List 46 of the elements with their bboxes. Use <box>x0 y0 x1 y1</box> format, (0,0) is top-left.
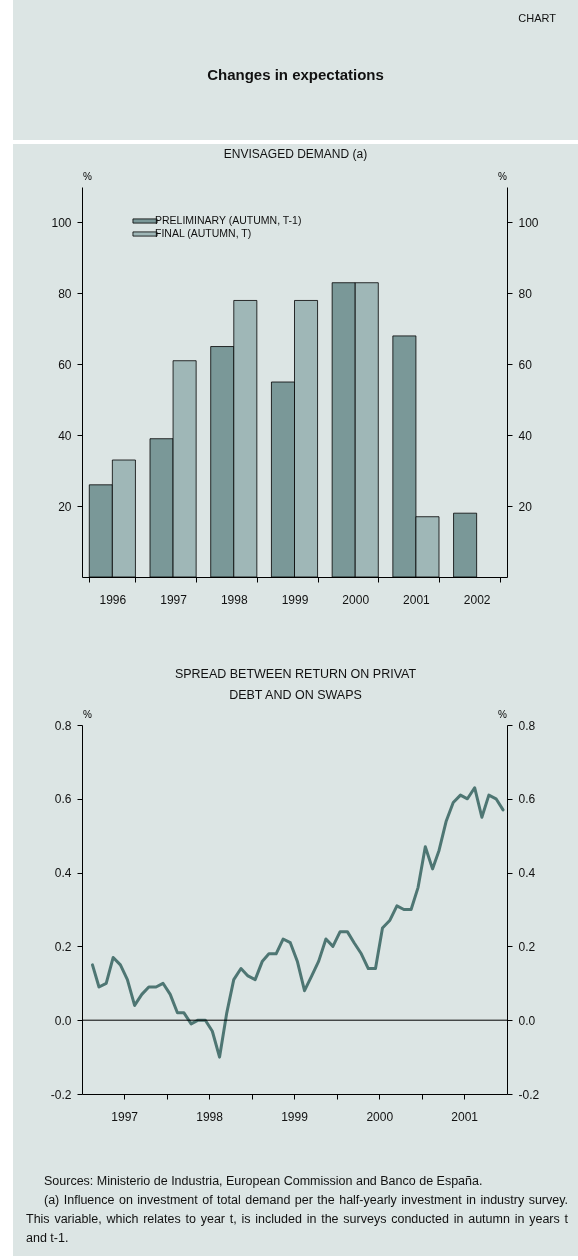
y2-axis-title: % <box>498 170 508 182</box>
legend-label: PRELIMINARY (AUTUMN, T-1) <box>155 214 302 226</box>
y2-tick-label: 0.0 <box>518 1013 536 1028</box>
y-axis-title: % <box>83 170 93 182</box>
x-tick-label: 1998 <box>220 592 248 607</box>
chart-title: SPREAD BETWEEN RETURN ON PRIVAT DEBT AND ON SWAPS <box>173 666 418 704</box>
y2-tick-label: 0.2 <box>518 939 536 954</box>
x-tick-label: 1998 <box>196 1109 224 1124</box>
x-tick-label: 2002 <box>463 592 491 607</box>
y-axis-title: % <box>83 708 93 720</box>
source-note: Sources: Ministerio de Industria, European Commission and Banco de España. <box>43 1173 484 1190</box>
y2-tick-label: -0.2 <box>518 1087 540 1102</box>
y-tick-label: 0.8 <box>54 718 72 733</box>
y2-tick-label: 60 <box>518 357 533 372</box>
y-tick-label: 40 <box>58 428 72 443</box>
y2-tick-label: 0.8 <box>518 718 536 733</box>
x-tick-label: 2001 <box>403 592 431 607</box>
x-tick-label: 2000 <box>342 592 370 607</box>
y-tick-label: 0.2 <box>54 939 72 954</box>
y-tick-label: -0.2 <box>50 1087 72 1102</box>
y2-tick-label: 40 <box>518 428 533 443</box>
y-tick-label: 100 <box>51 215 72 230</box>
chart-subtitle: ENVISAGED DEMAND (a) <box>222 146 369 163</box>
y2-axis-title: % <box>498 708 508 720</box>
legend-label: FINAL (AUTUMN, T) <box>155 227 252 239</box>
y2-tick-label: 80 <box>518 286 533 301</box>
y2-tick-label: 100 <box>518 215 539 230</box>
y-tick-label: 20 <box>58 499 72 514</box>
y-tick-label: 0.4 <box>54 866 72 881</box>
y-tick-label: 0.6 <box>54 792 72 807</box>
y2-tick-label: 0.6 <box>518 792 536 807</box>
y-tick-label: 60 <box>58 357 72 372</box>
x-tick-label: 1996 <box>99 592 127 607</box>
y2-tick-label: 20 <box>518 499 533 514</box>
y-tick-label: 0.0 <box>54 1013 72 1028</box>
text: (a) Influence on investment of total demand per the half-yearly investment in industry survey. This variable, which relates to year t, is included in the surveys conducted in autumn in years t and t-1. <box>26 1192 568 1247</box>
y2-tick-label: 0.4 <box>518 866 536 881</box>
x-tick-label: 1997 <box>160 592 188 607</box>
x-tick-label: 1997 <box>111 1109 139 1124</box>
x-tick-label: 2001 <box>451 1109 479 1124</box>
text: CHART <box>518 12 556 24</box>
x-tick-label: 1999 <box>281 592 309 607</box>
x-tick-label: 2000 <box>366 1109 394 1124</box>
y-tick-label: 80 <box>58 286 72 301</box>
x-tick-label: 1999 <box>281 1109 309 1124</box>
chart-title: Changes in expectations <box>206 66 385 83</box>
